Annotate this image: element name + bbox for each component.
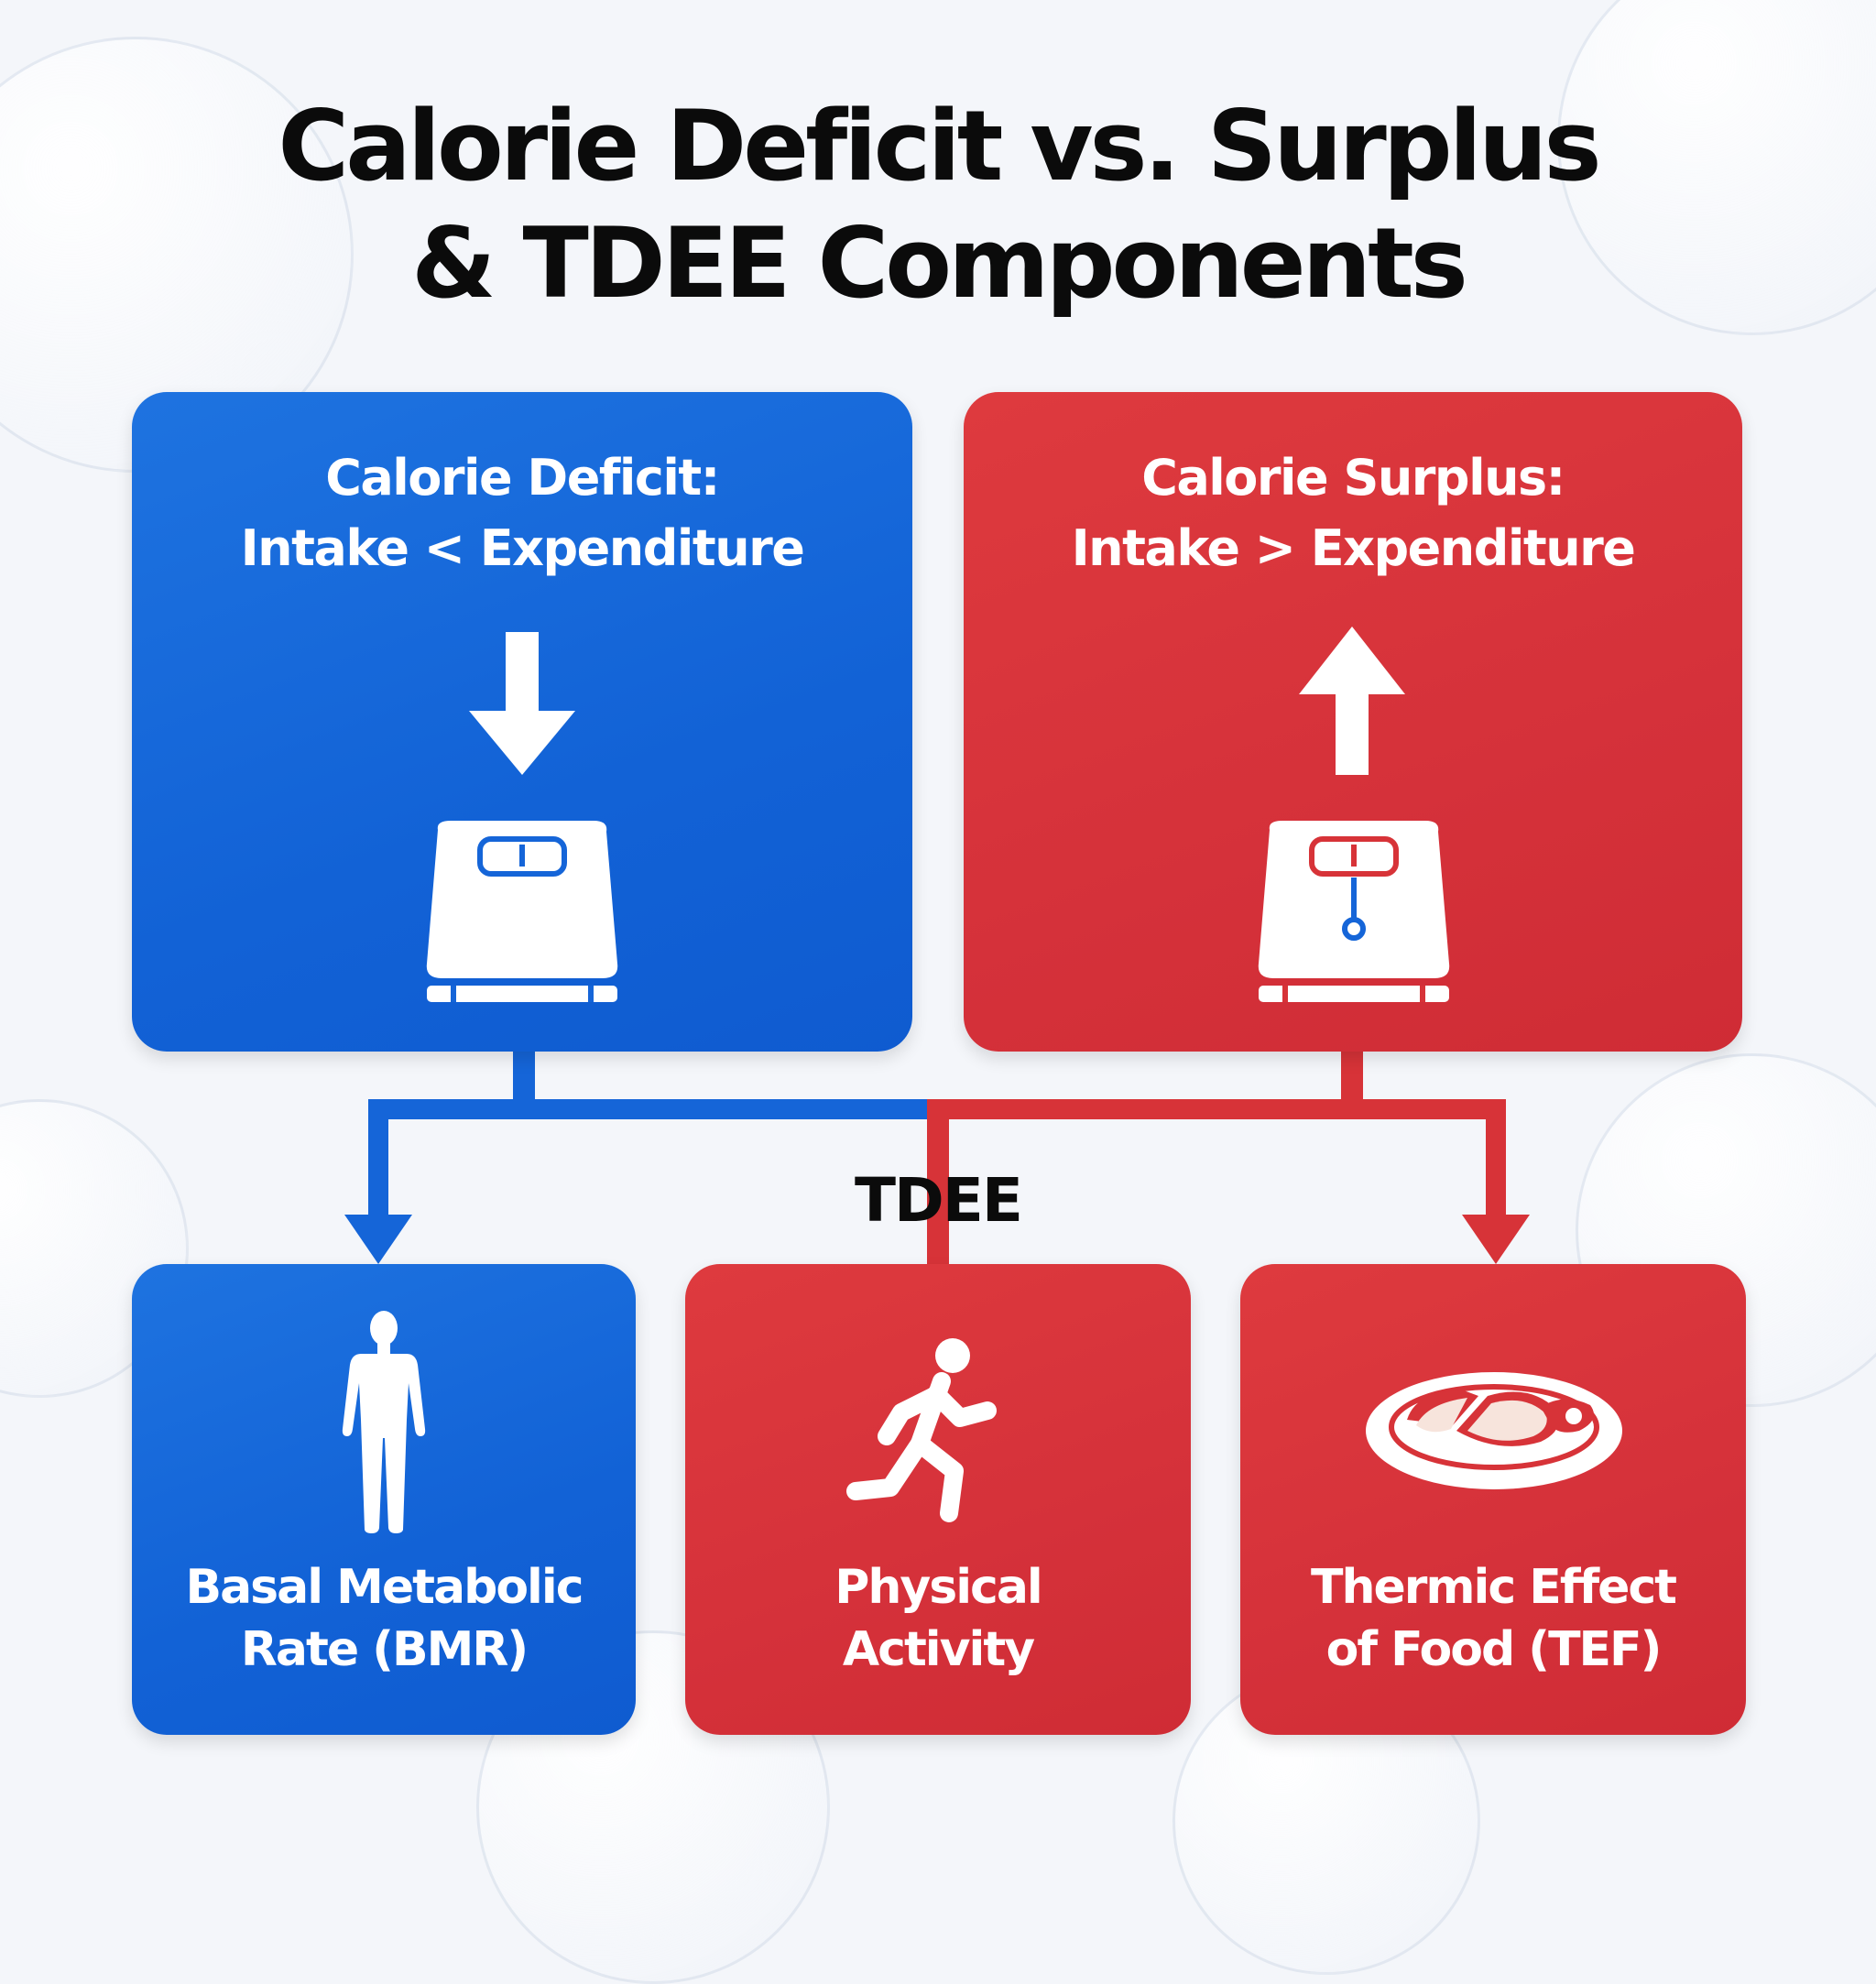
tef-label-line-2: of Food (TEF) — [1325, 1622, 1663, 1677]
activity-label-line-2: Activity — [842, 1622, 1035, 1677]
surplus-connector-stem — [1341, 1044, 1363, 1108]
calorie-surplus-panel: Calorie Surplus: Intake > Expenditure — [964, 392, 1742, 1052]
deficit-connector-stem — [513, 1044, 535, 1108]
tdee-label: TDEE — [855, 1165, 1023, 1236]
bmr-label-line-1: Basal Metabolic — [185, 1560, 584, 1615]
surplus-heading-line-1: Calorie Surplus: — [1141, 449, 1565, 507]
tef-arrowhead — [1462, 1215, 1530, 1264]
activity-connector-line — [927, 1099, 949, 1268]
page-title-line-2: & TDEE Components — [411, 207, 1468, 320]
food-plate-icon — [1366, 1372, 1622, 1489]
weight-scale-icon — [1258, 821, 1450, 1002]
weight-scale-icon — [426, 821, 618, 1002]
page-title-line-1: Calorie Deficit vs. Surplus — [278, 90, 1601, 202]
activity-label-line-1: Physical — [834, 1560, 1043, 1615]
bmr-connector-line — [368, 1099, 388, 1218]
tef-connector-line — [1486, 1099, 1506, 1218]
deficit-heading-line-1: Calorie Deficit: — [325, 449, 720, 507]
tef-label-line-1: Thermic Effect — [1310, 1560, 1677, 1615]
bmr-arrowhead — [344, 1215, 412, 1264]
surplus-connector-bar — [927, 1099, 1506, 1119]
human-body-icon — [342, 1311, 426, 1533]
down-arrow-icon — [469, 632, 575, 775]
deficit-connector-bar — [368, 1099, 927, 1119]
activity-component-card: Physical Activity — [685, 1264, 1191, 1735]
deficit-heading-line-2: Intake < Expenditure — [240, 519, 805, 577]
tdee-connector-diagram — [344, 1044, 1530, 1268]
up-arrow-icon — [1299, 627, 1405, 775]
calorie-deficit-panel: Calorie Deficit: Intake < Expenditure — [132, 392, 912, 1052]
running-person-icon — [846, 1338, 997, 1522]
tef-component-card: Thermic Effect of Food (TEF) — [1240, 1264, 1746, 1735]
bmr-label-line-2: Rate (BMR) — [240, 1622, 529, 1677]
surplus-heading-line-2: Intake > Expenditure — [1071, 519, 1636, 577]
bmr-component-card: Basal Metabolic Rate (BMR) — [132, 1264, 636, 1735]
